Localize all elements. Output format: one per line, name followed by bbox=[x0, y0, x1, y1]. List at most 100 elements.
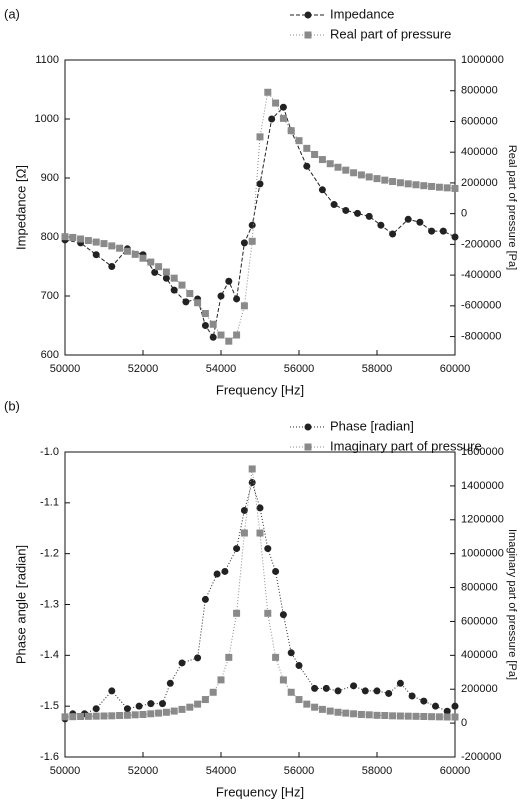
data-point bbox=[268, 115, 276, 123]
y2-tick-label: 1000000 bbox=[461, 54, 504, 66]
y2-tick-label: 600000 bbox=[461, 115, 498, 127]
data-point bbox=[287, 127, 295, 135]
data-point bbox=[389, 178, 397, 186]
y-tick-label: 1100 bbox=[35, 54, 59, 66]
data-point bbox=[131, 711, 139, 719]
data-point bbox=[318, 186, 326, 194]
y2-tick-label: 1400000 bbox=[461, 480, 504, 492]
data-point bbox=[92, 705, 100, 713]
y-tick-label: -1.0 bbox=[40, 446, 59, 458]
data-point bbox=[318, 156, 326, 164]
y-tick-label: -1.4 bbox=[40, 649, 59, 661]
data-point bbox=[162, 708, 170, 716]
data-point bbox=[217, 292, 225, 300]
data-point bbox=[432, 702, 439, 710]
data-point bbox=[404, 180, 412, 188]
data-point bbox=[443, 707, 451, 715]
data-point bbox=[225, 337, 233, 345]
data-point bbox=[225, 653, 233, 661]
panel-label: (b) bbox=[4, 398, 20, 413]
x-tick-label: 54000 bbox=[206, 765, 237, 777]
y-tick-label: -1.6 bbox=[40, 751, 59, 763]
data-point bbox=[123, 247, 131, 255]
data-point bbox=[108, 263, 116, 270]
data-point bbox=[330, 201, 338, 209]
data-point bbox=[84, 237, 92, 245]
legend-label: Impedance bbox=[330, 6, 394, 21]
data-point bbox=[326, 707, 334, 715]
data-point bbox=[377, 221, 385, 229]
data-point bbox=[240, 239, 248, 247]
data-point bbox=[350, 169, 358, 177]
data-point bbox=[256, 133, 264, 141]
data-point bbox=[326, 160, 334, 168]
data-point bbox=[92, 238, 100, 246]
series-line bbox=[64, 91, 456, 342]
x-axis-title: Frequency [Hz] bbox=[216, 784, 304, 799]
data-point bbox=[170, 707, 178, 715]
data-point bbox=[342, 709, 350, 717]
y-axis-title: Phase angle [radian] bbox=[13, 545, 28, 664]
data-point bbox=[194, 299, 202, 307]
x-tick-label: 58000 bbox=[362, 363, 393, 375]
data-point bbox=[435, 713, 443, 721]
data-point bbox=[354, 209, 361, 217]
panel-label: (a) bbox=[4, 6, 20, 21]
legend-marker bbox=[304, 31, 312, 39]
data-point bbox=[381, 176, 389, 184]
data-point bbox=[451, 184, 459, 192]
data-point bbox=[451, 713, 459, 721]
data-point bbox=[381, 711, 389, 719]
data-point bbox=[311, 703, 319, 711]
data-point bbox=[217, 676, 225, 684]
data-point bbox=[178, 705, 186, 713]
data-point bbox=[123, 705, 131, 713]
data-point bbox=[233, 609, 241, 617]
data-point bbox=[365, 212, 373, 220]
data-point bbox=[123, 711, 131, 719]
data-point bbox=[443, 184, 451, 192]
data-point bbox=[147, 258, 155, 266]
data-point bbox=[272, 653, 280, 661]
data-point bbox=[92, 251, 100, 259]
data-point bbox=[420, 182, 428, 190]
data-point bbox=[209, 688, 217, 696]
data-point bbox=[182, 298, 190, 306]
data-point bbox=[295, 137, 303, 145]
y2-tick-label: -400000 bbox=[461, 269, 501, 281]
y-tick-label: -1.5 bbox=[40, 700, 59, 712]
data-point bbox=[311, 684, 319, 692]
data-point bbox=[186, 703, 194, 711]
y2-tick-label: -200000 bbox=[461, 238, 501, 250]
data-point bbox=[428, 227, 436, 235]
data-point bbox=[240, 529, 248, 537]
data-point bbox=[451, 702, 459, 710]
data-point bbox=[361, 687, 369, 695]
y2-tick-label: -200000 bbox=[461, 751, 501, 763]
data-point bbox=[194, 654, 202, 662]
data-point bbox=[69, 233, 77, 241]
data-point bbox=[318, 705, 326, 713]
data-point bbox=[116, 244, 124, 252]
data-point bbox=[225, 277, 233, 285]
data-point bbox=[108, 712, 116, 720]
data-point bbox=[135, 702, 143, 710]
x-tick-label: 56000 bbox=[284, 363, 315, 375]
data-point bbox=[256, 529, 264, 537]
data-point bbox=[350, 682, 358, 690]
data-point bbox=[151, 268, 159, 276]
x-tick-label: 58000 bbox=[362, 765, 393, 777]
data-point bbox=[350, 710, 358, 718]
data-point bbox=[201, 595, 209, 603]
data-point bbox=[408, 692, 416, 700]
data-point bbox=[439, 227, 447, 235]
y2-tick-label: 600000 bbox=[461, 615, 498, 627]
data-point bbox=[303, 144, 311, 152]
data-point bbox=[295, 662, 303, 669]
data-point bbox=[373, 711, 381, 719]
data-point bbox=[213, 570, 221, 578]
plot-frame bbox=[64, 59, 456, 356]
data-point bbox=[334, 708, 342, 716]
y2-tick-label: 800000 bbox=[461, 581, 498, 593]
y-tick-label: -1.3 bbox=[40, 598, 59, 610]
